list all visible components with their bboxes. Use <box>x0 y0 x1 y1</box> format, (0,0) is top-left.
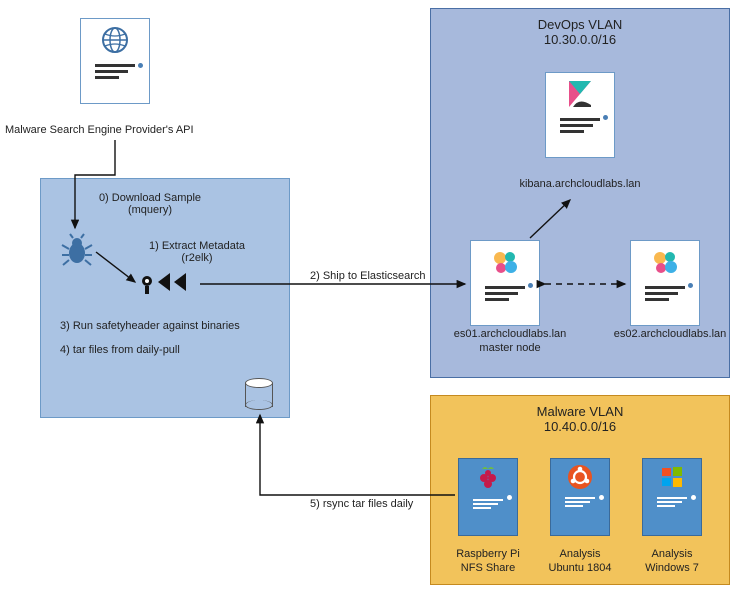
server-bars <box>95 64 135 82</box>
database-icon <box>245 378 273 410</box>
es01-role: master node <box>440 342 580 354</box>
step-0: 0) Download Sample(mquery) <box>95 192 205 216</box>
win-name: Analysis <box>627 548 717 560</box>
rpi-name: Raspberry Pi <box>443 548 533 560</box>
tape-icon <box>140 270 196 299</box>
windows-icon <box>659 464 685 493</box>
ubuntu-card <box>550 458 610 536</box>
step-2: 2) Ship to Elasticsearch <box>310 270 426 282</box>
step-4: 4) tar files from daily-pull <box>60 344 180 356</box>
elasticsearch-icon <box>490 247 520 280</box>
es02-card <box>630 240 700 326</box>
malware-vlan-cidr: 10.40.0.0/16 <box>431 419 729 434</box>
step-3: 3) Run safetyheader against binaries <box>60 320 240 332</box>
globe-icon <box>100 25 130 58</box>
step-1: 1) Extract Metadata(r2elk) <box>142 240 252 264</box>
rpi-card <box>458 458 518 536</box>
es02-host: es02.archcloudlabs.lan <box>600 328 738 340</box>
es01-host: es01.archcloudlabs.lan <box>440 328 580 340</box>
win-sub: Windows 7 <box>627 562 717 574</box>
ubuntu-sub: Ubuntu 1804 <box>535 562 625 574</box>
kibana-icon <box>566 79 594 112</box>
ubuntu-name: Analysis <box>535 548 625 560</box>
devops-vlan-title: DevOps VLAN <box>431 17 729 32</box>
raspberry-pi-icon <box>475 464 501 495</box>
malware-vlan-title: Malware VLAN <box>431 404 729 419</box>
kibana-card <box>545 72 615 158</box>
step-5: 5) rsync tar files daily <box>310 498 413 510</box>
api-source-card <box>80 18 150 104</box>
es01-card <box>470 240 540 326</box>
elasticsearch-icon <box>650 247 680 280</box>
windows-card <box>642 458 702 536</box>
kibana-host: kibana.archcloudlabs.lan <box>510 178 650 190</box>
api-source-label: Malware Search Engine Provider's API <box>5 124 235 136</box>
rpi-sub: NFS Share <box>443 562 533 574</box>
ubuntu-icon <box>567 464 593 493</box>
devops-vlan-cidr: 10.30.0.0/16 <box>431 32 729 47</box>
bug-icon <box>60 233 94 270</box>
